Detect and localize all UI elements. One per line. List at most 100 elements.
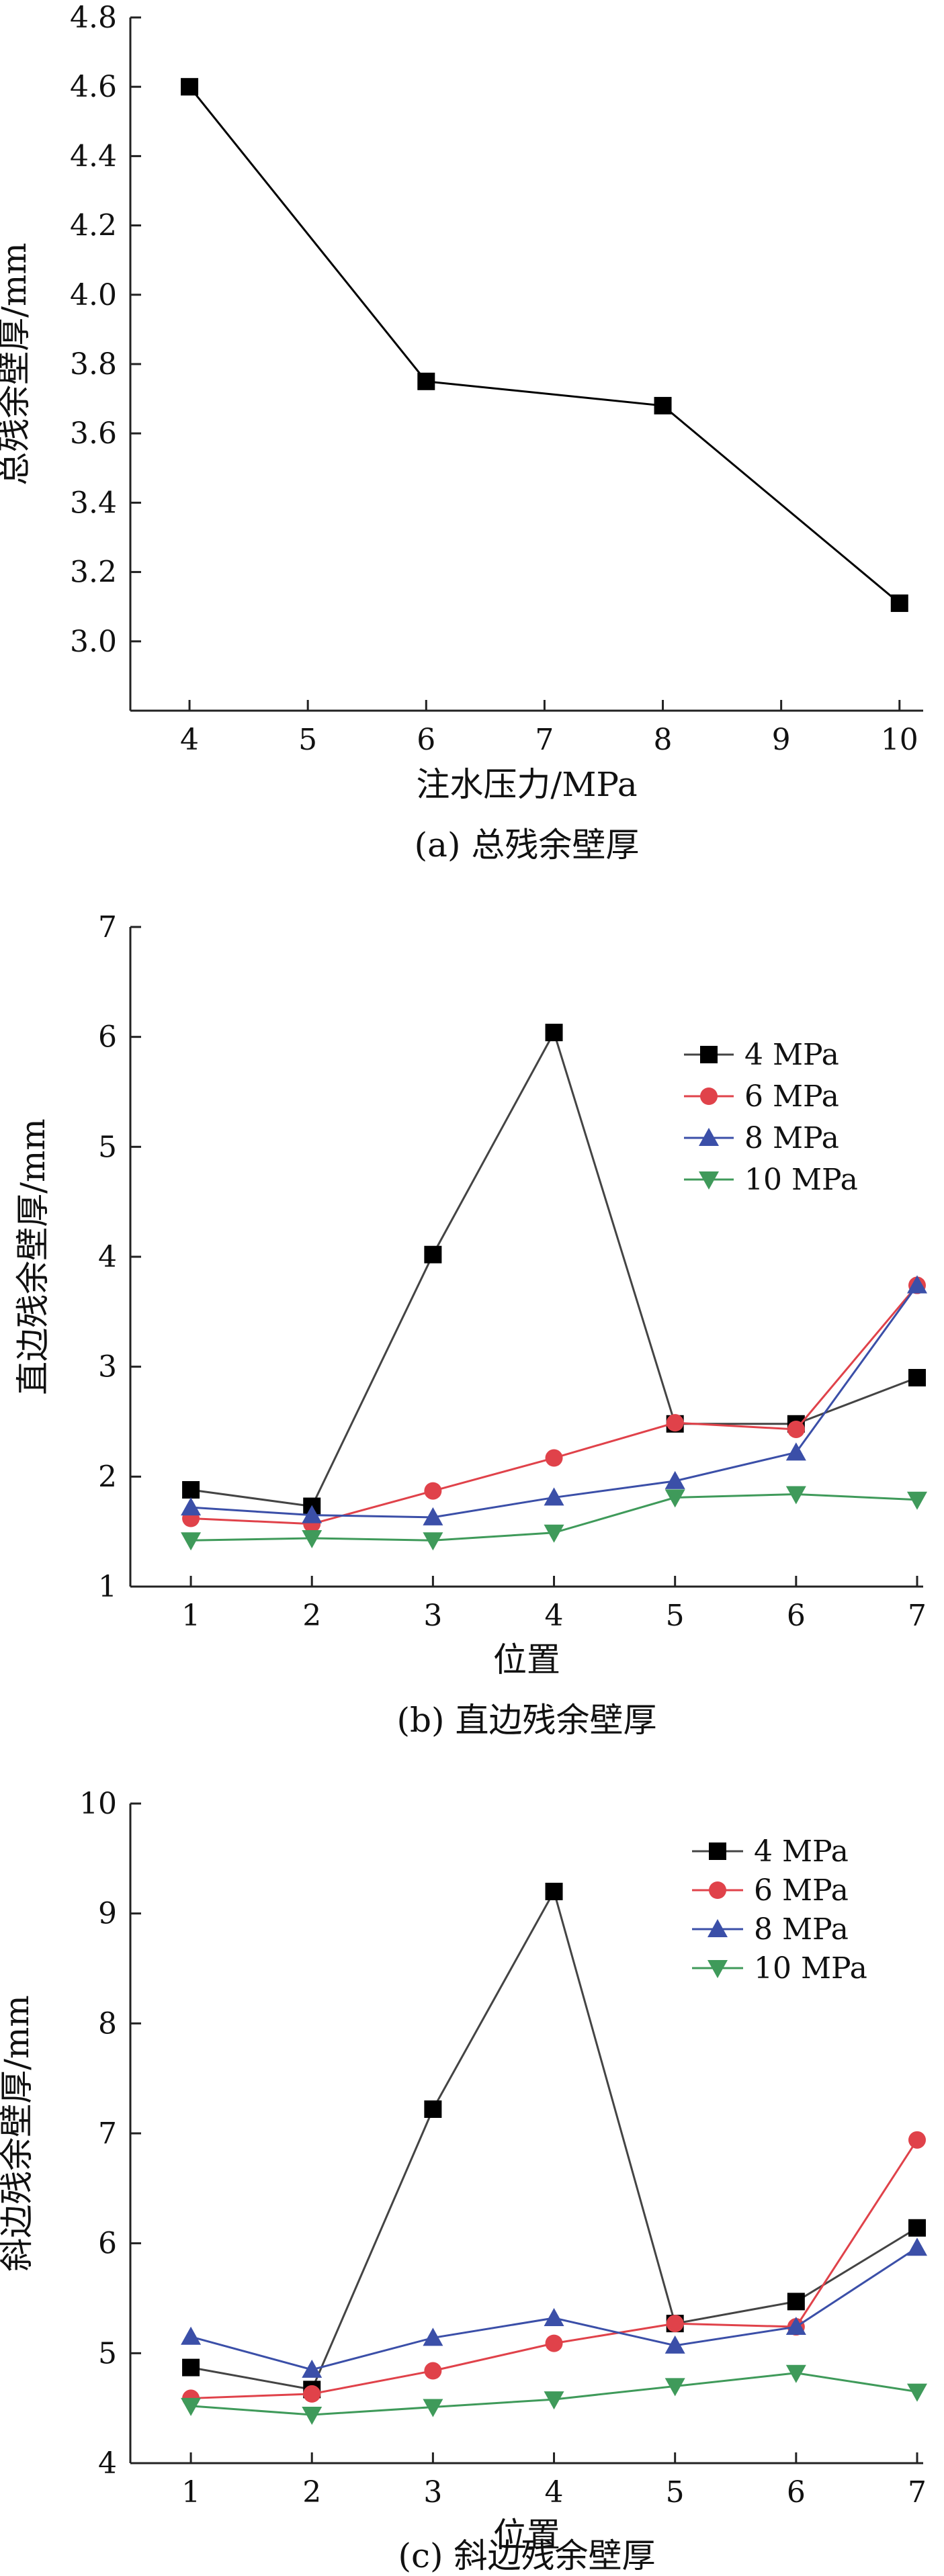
- data-point: [545, 2334, 563, 2352]
- y-tick-label: 4.4: [70, 139, 117, 173]
- data-point: [424, 1245, 442, 1263]
- y-tick-label: 6: [98, 2227, 117, 2261]
- y-axis-label: 总残余壁厚/mm: [0, 242, 34, 486]
- x-tick-label: 1: [181, 2475, 200, 2510]
- data-point: [890, 594, 908, 613]
- y-tick-label: 5: [98, 2336, 117, 2370]
- chart-total-thickness: 3.0 3.2 3.4 3.6 3.8 4.0 4.2 4.4 4.6 4.8 4 5 6 7 8 9 10 总残…: [0, 1, 923, 864]
- legend-swatch-marker: [699, 1171, 719, 1190]
- data-point: [423, 2399, 443, 2417]
- y-tick-label: 4.0: [70, 278, 117, 312]
- y-tick-label: 7: [98, 910, 117, 944]
- data-point: [181, 1532, 202, 1551]
- x-tick-label: 5: [666, 1599, 685, 1633]
- legend-label: 4 MPa: [744, 1038, 839, 1072]
- data-point: [906, 1275, 927, 1294]
- y-tick-label: 3.6: [70, 416, 117, 451]
- data-point: [785, 1486, 806, 1505]
- data-point: [544, 2307, 564, 2326]
- legend-item: 10 MPa: [692, 1951, 867, 1986]
- chart-caption: (b) 直边残余壁厚: [397, 1701, 657, 1740]
- y-axis-label: 直边残余壁厚/mm: [13, 1118, 52, 1395]
- legend-label: 6 MPa: [744, 1079, 839, 1114]
- chart-straight-edge-thickness: 1 2 3 4 5 6 7 1 2 3 4 5 6 7 直边残余壁厚/mm 位置 (b) 直边残余壁厚 4 MPa…: [13, 910, 927, 1740]
- legend-label: 10 MPa: [744, 1163, 858, 1197]
- legend-item: 8 MPa: [684, 1121, 839, 1155]
- legend-item: 6 MPa: [684, 1079, 839, 1114]
- data-point: [545, 1882, 563, 1900]
- x-tick-label: 6: [787, 2475, 806, 2510]
- data-point: [545, 1449, 563, 1467]
- data-point: [908, 1369, 926, 1387]
- series-0: [181, 78, 908, 613]
- data-point: [417, 372, 435, 390]
- series-line: [188, 86, 900, 605]
- data-point: [908, 2219, 926, 2237]
- data-point: [664, 2335, 685, 2354]
- data-point: [303, 2385, 321, 2403]
- chart-caption: (c) 斜边残余壁厚: [398, 2536, 656, 2575]
- y-axis-label: 斜边残余壁厚/mm: [0, 1995, 36, 2272]
- y-tick-label: 9: [98, 1897, 117, 1931]
- data-point: [423, 1532, 443, 1551]
- data-point: [785, 1442, 806, 1461]
- data-point: [302, 2359, 323, 2378]
- legend-label: 8 MPa: [744, 1121, 839, 1155]
- series-10-mpa: [181, 2364, 927, 2425]
- legend-swatch-marker: [707, 1960, 728, 1978]
- y-tick-label: 3: [98, 1350, 117, 1384]
- data-point: [666, 2315, 684, 2333]
- data-point: [302, 1505, 323, 1523]
- data-point: [787, 1420, 805, 1438]
- data-point: [664, 2378, 685, 2397]
- chart-caption: (a) 总残余壁厚: [415, 826, 640, 864]
- data-point: [906, 2237, 927, 2256]
- data-point: [181, 2397, 202, 2416]
- y-tick-label: 5: [98, 1130, 117, 1164]
- data-point: [545, 1024, 563, 1042]
- x-axis-label: 位置: [493, 1640, 560, 1679]
- x-axis-label: 注水压力/MPa: [416, 765, 637, 804]
- x-tick-label: 10: [881, 723, 918, 757]
- data-point: [182, 1480, 200, 1499]
- data-point: [424, 2362, 442, 2380]
- data-point: [654, 396, 672, 414]
- y-tick-label: 8: [98, 2006, 117, 2041]
- x-tick-label: 4: [545, 1599, 564, 1633]
- data-point: [182, 2358, 200, 2377]
- legend: 4 MPa 6 MPa 8 MPa 10 MPa: [684, 1038, 858, 1197]
- data-point: [664, 1489, 685, 1508]
- chart-bevel-edge-thickness: 4 5 6 7 8 9 10 1 2 3 4 5 6 7 斜边残余壁厚/mm 位置(c) 斜边残余壁厚 4 MP…: [0, 1787, 927, 2575]
- legend: 4 MPa 6 MPa 8 MPa 10 MPa: [692, 1834, 867, 1986]
- x-tick-label: 8: [654, 723, 673, 757]
- legend-swatch-marker: [699, 1128, 719, 1146]
- x-tick-label: 1: [181, 1599, 200, 1633]
- legend-swatch-marker: [700, 1046, 718, 1063]
- x-tick-label: 3: [423, 1599, 442, 1633]
- data-point: [181, 2326, 202, 2345]
- x-tick-label: 6: [787, 1599, 806, 1633]
- legend-swatch-marker: [700, 1087, 718, 1105]
- x-tick-label: 7: [908, 2475, 927, 2510]
- x-tick-label: 3: [423, 2475, 442, 2510]
- legend-label: 10 MPa: [754, 1951, 867, 1986]
- x-tick-label: 4: [545, 2475, 564, 2510]
- data-point: [181, 1497, 202, 1516]
- y-tick-label: 4.8: [70, 1, 117, 35]
- data-point: [666, 1414, 684, 1432]
- legend-item: 10 MPa: [684, 1163, 858, 1197]
- series-line: [191, 2139, 918, 2399]
- data-point: [544, 1487, 564, 1506]
- series-8-mpa: [181, 2237, 927, 2378]
- data-point: [302, 1529, 323, 1548]
- series-8-mpa: [181, 1275, 927, 1525]
- y-tick-label: 10: [79, 1787, 117, 1821]
- data-point: [424, 2100, 442, 2118]
- legend-label: 6 MPa: [754, 1873, 849, 1908]
- data-point: [302, 2406, 323, 2425]
- y-tick-label: 3.0: [70, 625, 117, 659]
- data-point: [787, 2293, 805, 2311]
- y-tick-label: 2: [98, 1460, 117, 1494]
- legend-item: 6 MPa: [692, 1873, 849, 1908]
